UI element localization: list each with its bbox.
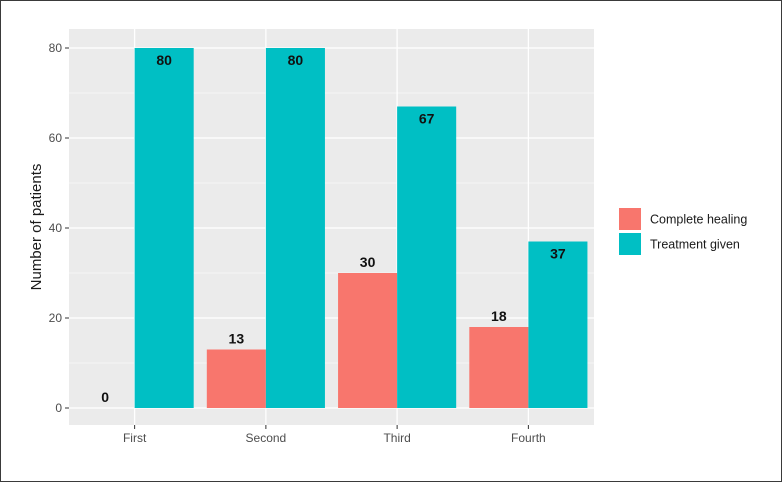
bar-value-label: 37 <box>550 246 566 262</box>
bar <box>206 349 266 408</box>
y-axis-title: Number of patients <box>28 164 45 291</box>
y-tick-label: 40 <box>49 221 63 235</box>
bar-value-labels: 0 80 13 80 30 67 18 37 <box>101 52 566 405</box>
bar-value-label: 18 <box>491 308 507 324</box>
x-axis: First Second Third Fourth <box>123 425 546 445</box>
bar-value-label: 13 <box>229 331 245 347</box>
bar <box>134 48 194 408</box>
y-tick-label: 0 <box>55 401 62 415</box>
bars <box>134 48 588 408</box>
legend-label: Treatment given <box>650 238 740 252</box>
bar-value-label: 80 <box>288 52 304 68</box>
bar-value-label: 67 <box>419 111 435 127</box>
x-tick-label: Fourth <box>511 431 546 445</box>
y-tick-label: 80 <box>49 41 63 55</box>
bar-value-label: 80 <box>156 52 172 68</box>
bar <box>397 106 457 408</box>
bar-value-label: 0 <box>101 389 109 405</box>
legend-label: Complete healing <box>650 213 747 227</box>
y-tick-label: 20 <box>49 311 63 325</box>
y-tick-label: 60 <box>49 131 63 145</box>
bar <box>469 327 529 408</box>
bar <box>528 241 588 408</box>
legend-key <box>619 233 641 255</box>
x-tick-label: First <box>123 431 147 445</box>
legend-key <box>619 208 641 230</box>
bar-value-label: 30 <box>360 254 376 270</box>
legend: Complete healing Treatment given <box>619 208 747 255</box>
bar <box>338 273 398 408</box>
x-tick-label: Third <box>383 431 410 445</box>
x-tick-label: Second <box>246 431 287 445</box>
y-axis: 0 20 40 60 80 <box>49 41 69 415</box>
bar <box>265 48 325 408</box>
